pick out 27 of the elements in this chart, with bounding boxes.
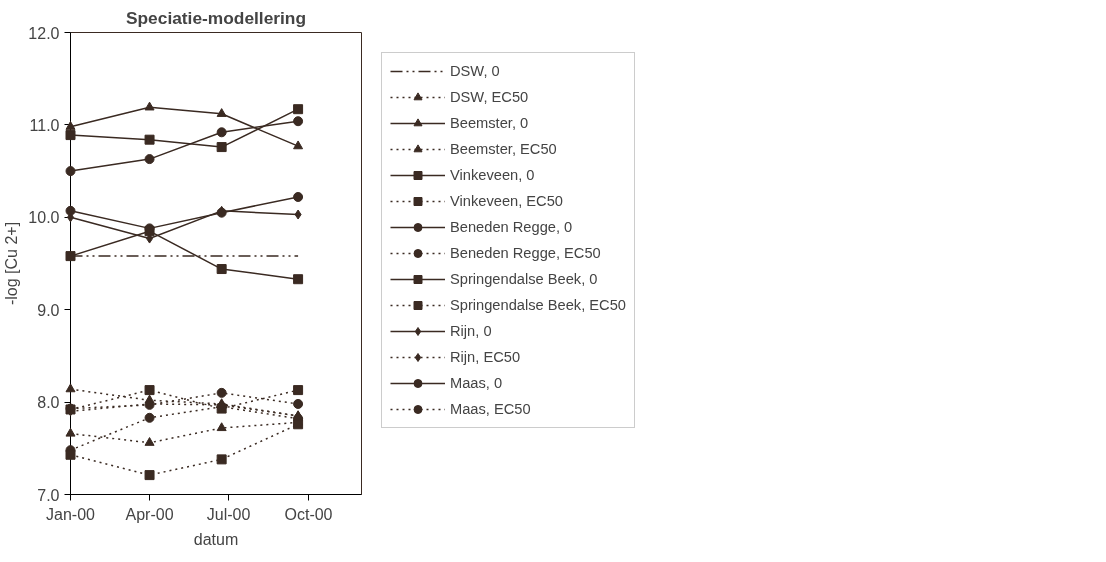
y-tick-label: 11.0 [29,116,60,134]
x-tick-label: Jan-00 [46,505,96,523]
legend-label: Vinkeveen, EC50 [450,193,563,209]
legend-label: DSW, 0 [450,63,500,79]
legend-label: Maas, 0 [450,375,503,391]
y-tick-label: 10.0 [28,209,60,227]
legend-label: Beneden Regge, 0 [450,219,573,235]
legend-label: Rijn, 0 [450,323,492,339]
y-axis-title: -log [Cu 2+] [3,221,21,306]
legend-label: Beneden Regge, EC50 [450,245,601,261]
y-tick-label: 12.0 [28,24,60,42]
y-tick-label: 8.0 [37,394,60,412]
legend-label: Beemster, 0 [450,115,529,131]
chart-title: Speciatie-modellering [125,7,307,28]
x-tick-label: Apr-00 [125,505,174,523]
y-tick-label: 7.0 [37,486,60,504]
legend-label: Springendalse Beek, EC50 [450,297,626,313]
y-tick-label: 9.0 [37,301,60,319]
legend-label: DSW, EC50 [450,89,529,105]
x-tick-label: Jul-00 [206,505,251,523]
legend-label: Vinkeveen, 0 [450,167,535,183]
legend-label: Beemster, EC50 [450,141,557,157]
x-tick-label: Oct-00 [284,505,333,523]
legend-label: Springendalse Beek, 0 [450,271,598,287]
x-axis-title: datum [193,530,239,548]
legend-label: Maas, EC50 [450,401,531,417]
legend-label: Rijn, EC50 [450,349,521,365]
